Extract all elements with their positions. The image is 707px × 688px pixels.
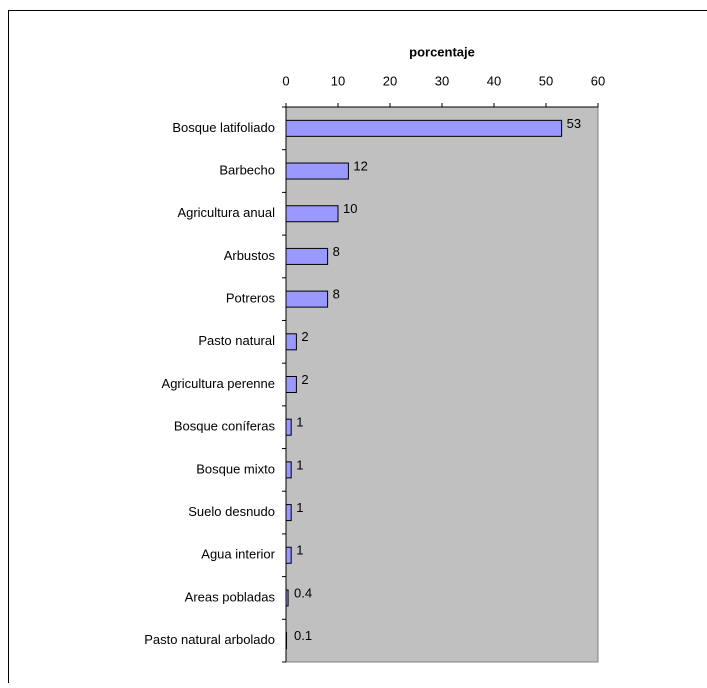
- y-tick-label: Bosque latifoliado: [172, 120, 275, 135]
- bar: [286, 377, 296, 393]
- bar: [286, 163, 348, 179]
- x-tick-label: 10: [331, 73, 345, 88]
- x-tick-label: 60: [591, 73, 605, 88]
- bar: [286, 590, 288, 606]
- bar: [286, 120, 562, 136]
- bar: [286, 633, 287, 649]
- bar: [286, 419, 291, 435]
- data-label: 2: [301, 329, 308, 344]
- data-label: 1: [296, 500, 303, 515]
- x-tick-label: 0: [282, 73, 289, 88]
- y-tick-label: Agricultura anual: [177, 205, 275, 220]
- y-tick-label: Agua interior: [201, 547, 275, 562]
- data-label: 8: [333, 287, 340, 302]
- y-tick-label: Bosque coníferas: [174, 419, 276, 434]
- x-tick-label: 40: [487, 73, 501, 88]
- bar: [286, 248, 328, 264]
- data-label: 53: [567, 116, 581, 131]
- bar: [286, 462, 291, 478]
- data-label: 1: [296, 543, 303, 558]
- data-label: 10: [343, 201, 357, 216]
- y-tick-label: Pasto natural arbolado: [144, 632, 275, 647]
- y-tick-label: Suelo desnudo: [188, 504, 275, 519]
- data-label: 8: [333, 244, 340, 259]
- y-tick-label: Pasto natural: [198, 333, 275, 348]
- data-label: 1: [296, 415, 303, 430]
- bar: [286, 206, 338, 222]
- data-label: 2: [301, 372, 308, 387]
- data-label: 12: [353, 158, 367, 173]
- y-tick-label: Areas pobladas: [185, 589, 276, 604]
- bar: [286, 291, 328, 307]
- y-tick-label: Potreros: [226, 291, 276, 306]
- plot-area: [286, 107, 598, 662]
- x-tick-label: 30: [435, 73, 449, 88]
- bar: [286, 547, 291, 563]
- y-tick-label: Bosque mixto: [196, 461, 275, 476]
- y-tick-label: Agricultura perenne: [162, 376, 275, 391]
- x-tick-label: 20: [383, 73, 397, 88]
- data-label: 0.4: [294, 585, 312, 600]
- bar: [286, 505, 291, 521]
- data-label: 1: [296, 457, 303, 472]
- data-label: 0.1: [294, 628, 312, 643]
- y-tick-label: Arbustos: [224, 248, 276, 263]
- axis-title: porcentaje: [409, 44, 475, 59]
- y-tick-label: Barbecho: [219, 162, 275, 177]
- bar: [286, 334, 296, 350]
- x-tick-label: 50: [539, 73, 553, 88]
